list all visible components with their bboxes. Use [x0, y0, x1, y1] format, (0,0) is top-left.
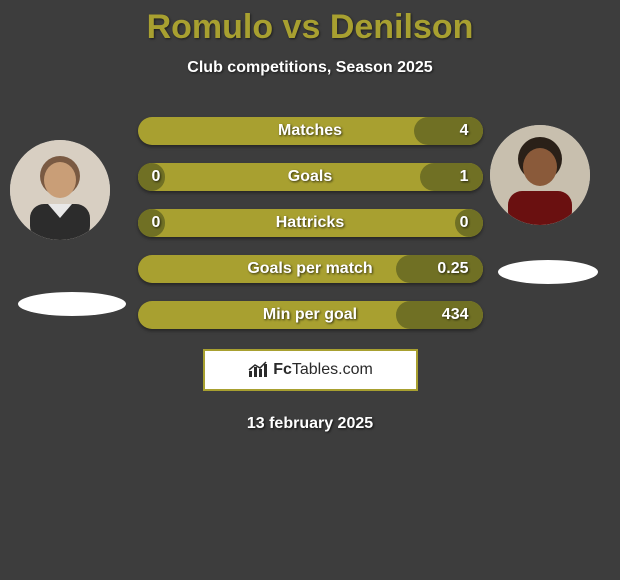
- stat-label: Min per goal: [138, 301, 483, 329]
- chart-icon: [247, 361, 269, 379]
- stat-value-right: 0: [460, 209, 469, 237]
- player-right-avatar: [490, 125, 590, 225]
- stat-label: Goals per match: [138, 255, 483, 283]
- subtitle: Club competitions, Season 2025: [0, 59, 620, 77]
- player-left-shadow: [18, 292, 126, 316]
- stat-label: Matches: [138, 117, 483, 145]
- logo-text: FcTables.com: [273, 361, 373, 379]
- page-title: Romulo vs Denilson: [0, 8, 620, 47]
- logo-prefix: Fc: [273, 361, 292, 378]
- player-right-shadow: [498, 260, 598, 284]
- infographic-container: Romulo vs Denilson Club competitions, Se…: [0, 0, 620, 433]
- stat-bar: 0Goals1: [138, 163, 483, 191]
- player-left-avatar: [10, 140, 110, 240]
- stat-bar: Matches4: [138, 117, 483, 145]
- avatar-placeholder-icon: [10, 140, 110, 240]
- date-text: 13 february 2025: [0, 415, 620, 433]
- stat-label: Hattricks: [138, 209, 483, 237]
- stat-bar: Goals per match0.25: [138, 255, 483, 283]
- stat-value-right: 1: [460, 163, 469, 191]
- stat-value-right: 434: [442, 301, 469, 329]
- stat-label: Goals: [138, 163, 483, 191]
- stat-bar: Min per goal434: [138, 301, 483, 329]
- stats-bars: Matches40Goals10Hattricks0Goals per matc…: [138, 117, 483, 329]
- logo-suffix: Tables.com: [292, 361, 373, 378]
- stat-value-right: 0.25: [437, 255, 468, 283]
- logo-box: FcTables.com: [203, 349, 418, 391]
- stat-value-right: 4: [460, 117, 469, 145]
- stat-bar: 0Hattricks0: [138, 209, 483, 237]
- avatar-placeholder-icon: [490, 125, 590, 225]
